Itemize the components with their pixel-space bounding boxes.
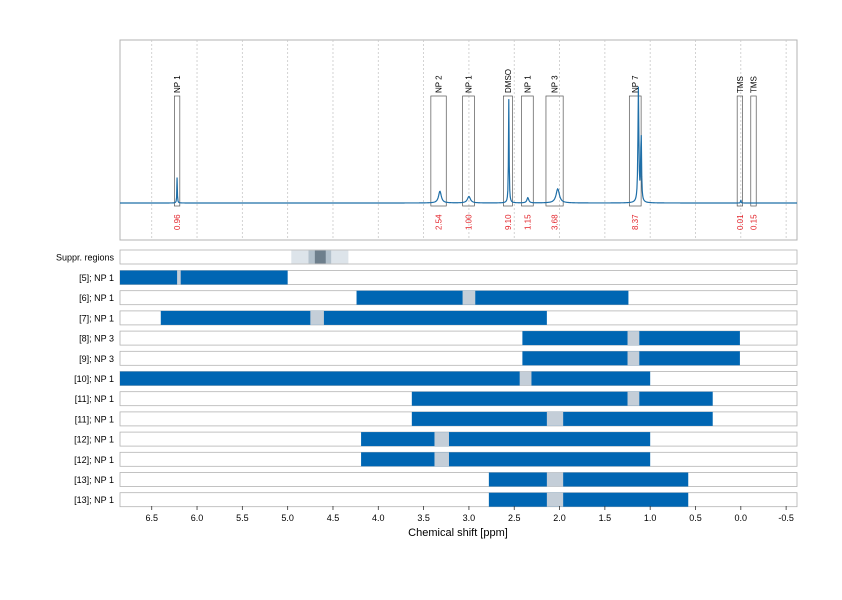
row-track	[119, 492, 798, 508]
peak-annotation-box	[545, 95, 564, 207]
integral-value: 1.15	[523, 214, 532, 230]
integral-value: 3.68	[551, 214, 560, 230]
x-tick-label: 3.0	[463, 513, 476, 523]
suppressed-region-band	[314, 250, 326, 264]
peak-label: DMSO	[504, 69, 513, 93]
row-range-bar	[160, 310, 547, 325]
row-label: [7]; NP 1	[79, 313, 114, 323]
peak-annotation-box	[736, 95, 743, 207]
x-tick-label: 2.0	[553, 513, 566, 523]
peak-annotations: NP 1 0.96 NP 2 2.54 NP 1 1.00 DMSO 9.10 NP 1 1.15…	[173, 69, 758, 230]
x-axis-title: Chemical shift [ppm]	[408, 527, 508, 539]
row-label: [13]; NP 1	[74, 475, 114, 485]
x-tick-label: 1.0	[644, 513, 657, 523]
row-gap	[627, 331, 640, 346]
x-tick-label: 1.5	[599, 513, 612, 523]
peak-label: NP 7	[631, 75, 640, 93]
row-range-bar	[488, 472, 689, 487]
x-axis: 6.5 6.0 5.5 5.0 4.5 4.0 3.5 3.0 2.5 2.0 1.5 1.0 0.5 0…	[145, 506, 794, 523]
x-tick-label: 6.5	[145, 513, 158, 523]
integral-value: 9.10	[504, 214, 513, 230]
row-gap	[310, 310, 324, 325]
region-rows: Suppr. regions [5]; NP 1 [6]; NP 1 [7]; NP …	[56, 249, 798, 508]
x-tick-label: 0.5	[689, 513, 702, 523]
row-range-bar	[361, 432, 651, 447]
row-label: [12]; NP 1	[74, 455, 114, 465]
x-tick-label: 4.0	[372, 513, 385, 523]
spectrum-panel-frame	[119, 39, 798, 241]
integral-value: 0.15	[749, 214, 758, 230]
row-label: [10]; NP 1	[74, 374, 114, 384]
row-label: [13]; NP 1	[74, 495, 114, 505]
row-gap	[627, 351, 640, 366]
peak-annotation-box	[430, 95, 447, 207]
peak-label: TMS	[749, 76, 758, 93]
integral-value: 0.96	[173, 214, 182, 230]
spectrum-grid	[151, 40, 787, 240]
x-tick-label: 5.5	[236, 513, 249, 523]
peak-annotation-box	[521, 95, 534, 207]
spectrum-line	[120, 86, 797, 204]
row-label: [8]; NP 3	[79, 334, 114, 344]
x-tick-label: 0.0	[735, 513, 748, 523]
peak-label: NP 1	[173, 75, 182, 93]
row-gap	[546, 492, 564, 507]
row-range-bar	[361, 452, 651, 467]
x-tick-label: 6.0	[191, 513, 204, 523]
row-range-bar	[488, 492, 689, 507]
peak-label: NP 2	[435, 75, 444, 93]
row-gap	[627, 391, 640, 406]
peak-annotation-box	[174, 95, 181, 207]
row-label: [11]; NP 1	[75, 394, 114, 404]
row-gap	[519, 371, 532, 386]
row-label: [11]; NP 1	[75, 414, 114, 424]
row-gap	[546, 411, 564, 426]
peak-label: TMS	[736, 76, 745, 93]
x-tick-label: 2.5	[508, 513, 521, 523]
row-range-bar	[120, 371, 651, 386]
integral-value: 8.37	[631, 214, 640, 230]
row-label: Suppr. regions	[56, 253, 115, 263]
row-label: [5]; NP 1	[79, 273, 114, 283]
row-range-bar	[120, 270, 288, 285]
row-gap	[177, 270, 181, 285]
suppressed-regions-track	[119, 249, 798, 265]
integral-value: 0.01	[736, 214, 745, 230]
row-label: [9]; NP 3	[79, 354, 114, 364]
x-tick-label: 3.5	[417, 513, 430, 523]
row-gap	[462, 290, 476, 305]
x-tick-label: -0.5	[778, 513, 794, 523]
row-range-bar	[411, 391, 713, 406]
x-tick-label: 4.5	[327, 513, 340, 523]
row-gap	[434, 432, 449, 447]
row-label: [12]; NP 1	[74, 435, 114, 445]
row-gap	[434, 452, 449, 467]
peak-label: NP 3	[551, 75, 560, 93]
row-gap	[546, 472, 564, 487]
x-tick-label: 5.0	[281, 513, 294, 523]
peak-annotation-box	[750, 95, 757, 207]
row-track	[119, 472, 798, 487]
integral-value: 2.54	[435, 214, 444, 230]
peak-annotation-box	[462, 95, 475, 207]
integral-value: 1.00	[464, 214, 473, 230]
peak-label: NP 1	[464, 75, 473, 93]
row-label: [6]; NP 1	[79, 293, 114, 303]
peak-annotation-box	[503, 95, 513, 207]
row-range-bar	[356, 290, 629, 305]
peak-label: NP 1	[523, 75, 532, 93]
